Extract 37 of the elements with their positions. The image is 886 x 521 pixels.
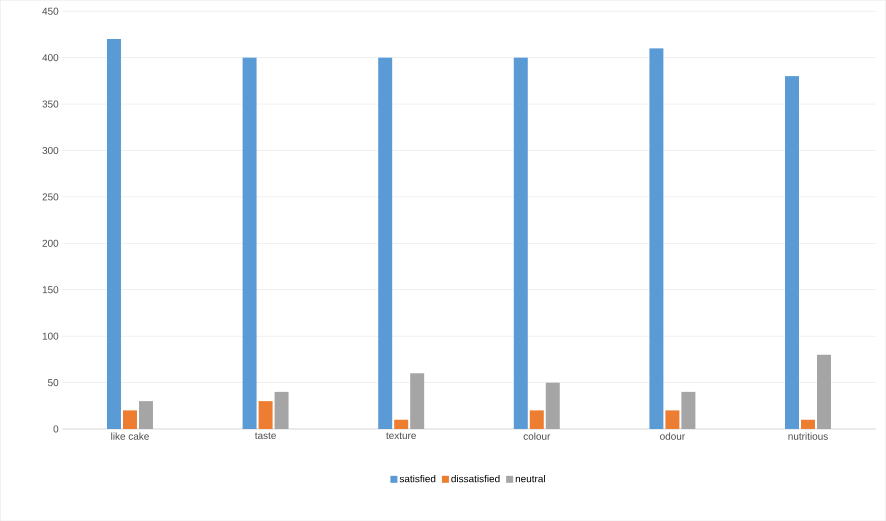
bar xyxy=(530,410,544,429)
bar xyxy=(274,392,289,429)
legend-label: neutral xyxy=(516,474,545,482)
y-tick-label: 100 xyxy=(42,332,58,340)
x-tick-label: taste xyxy=(254,432,276,439)
bar xyxy=(106,38,121,429)
bar xyxy=(258,401,273,429)
x-tick-label: nutritious xyxy=(788,432,828,440)
y-tick-label: 400 xyxy=(42,54,58,62)
legend-label: satisfied xyxy=(400,474,436,482)
bar xyxy=(649,48,664,429)
bar xyxy=(785,76,799,429)
bar xyxy=(378,58,392,429)
bar xyxy=(138,401,153,429)
legend-label: dissatisfied xyxy=(451,474,500,482)
x-tick-label: texture xyxy=(386,432,416,439)
bar xyxy=(665,410,680,429)
bar xyxy=(801,420,815,429)
y-tick-label: 50 xyxy=(48,378,58,386)
bar xyxy=(816,354,831,429)
y-tick-label: 150 xyxy=(42,286,58,294)
bar xyxy=(681,392,696,429)
bar xyxy=(410,373,424,429)
bar xyxy=(242,58,257,429)
y-tick-label: 200 xyxy=(42,240,58,247)
bar xyxy=(122,410,137,429)
bar xyxy=(514,58,528,429)
bar xyxy=(394,420,408,429)
x-tick-label: odour xyxy=(660,432,685,440)
x-tick-label: like cake xyxy=(111,432,149,440)
y-tick-label: 450 xyxy=(42,8,58,15)
y-tick-label: 300 xyxy=(42,146,58,154)
x-tick-label: colour xyxy=(524,432,550,440)
y-tick-label: 250 xyxy=(42,193,58,200)
y-tick-label: 350 xyxy=(42,100,58,108)
y-tick-label: 0 xyxy=(54,425,58,432)
bar xyxy=(546,382,560,429)
